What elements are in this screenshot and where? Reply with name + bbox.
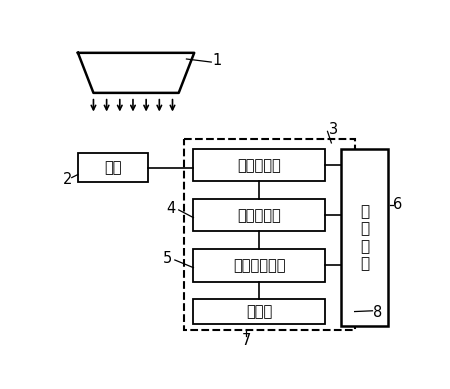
Text: 1: 1 [213,53,222,68]
Text: 3: 3 [329,122,338,137]
Text: 5: 5 [162,251,172,266]
Text: 数据处理器: 数据处理器 [238,208,281,223]
FancyBboxPatch shape [78,153,148,182]
FancyBboxPatch shape [342,149,388,326]
Text: 风速采集器: 风速采集器 [238,158,281,173]
Text: 2: 2 [63,172,72,187]
Text: 7: 7 [242,333,251,348]
FancyBboxPatch shape [194,199,325,231]
Polygon shape [78,53,194,93]
Text: 探针: 探针 [104,160,122,175]
Text: 显示器: 显示器 [246,304,272,319]
FancyBboxPatch shape [194,299,325,324]
FancyBboxPatch shape [184,139,355,330]
FancyBboxPatch shape [194,249,325,282]
Text: 4: 4 [166,201,176,216]
Text: 6: 6 [392,197,402,212]
FancyBboxPatch shape [194,149,325,181]
Text: 8: 8 [373,305,382,320]
Text: 供
电
模
块: 供 电 模 块 [360,204,369,271]
Text: 扩散角计算器: 扩散角计算器 [233,258,286,273]
